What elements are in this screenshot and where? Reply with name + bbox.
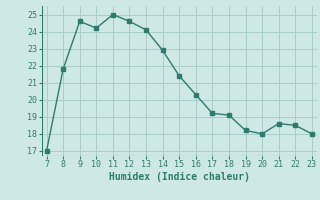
X-axis label: Humidex (Indice chaleur): Humidex (Indice chaleur)	[109, 172, 250, 182]
